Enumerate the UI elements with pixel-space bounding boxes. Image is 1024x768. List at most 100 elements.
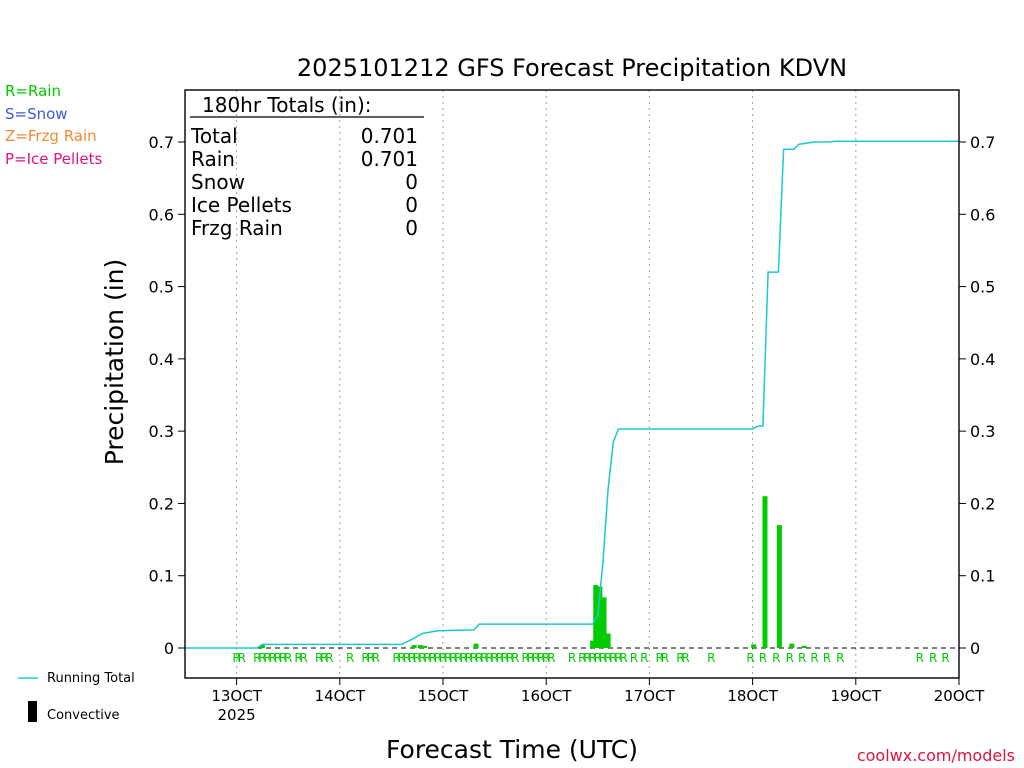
convective-legend-label: Convective	[47, 708, 120, 723]
rain-marker: R	[594, 651, 602, 665]
rain-marker: R	[619, 651, 627, 665]
legend-ice-pellets: P=Ice Pellets	[5, 150, 102, 168]
rain-marker: R	[506, 651, 514, 665]
rain-marker: R	[434, 651, 442, 665]
rain-marker: R	[537, 651, 545, 665]
rain-marker: R	[454, 651, 462, 665]
plot-frame	[184, 89, 960, 679]
precip-bar	[751, 644, 757, 648]
precip-bar	[259, 645, 265, 648]
rain-marker: R	[465, 651, 473, 665]
totals-label-frzg-rain: Frzg Rain	[191, 216, 283, 240]
y-tick-label-right: 0.4	[970, 350, 995, 369]
rain-marker: R	[423, 651, 431, 665]
rain-marker: R	[284, 651, 292, 665]
precip-bar	[597, 586, 603, 648]
rain-marker: R	[475, 651, 483, 665]
rain-marker: R	[325, 651, 333, 665]
x-tick-year: 2025	[218, 706, 256, 724]
rain-marker: R	[367, 651, 375, 665]
y-tick-label-left: 0.6	[149, 205, 174, 224]
rain-marker: R	[238, 651, 246, 665]
rain-marker: R	[542, 651, 550, 665]
rain-marker: R	[746, 651, 754, 665]
rain-marker: R	[485, 651, 493, 665]
y-tick-label-left: 0.5	[149, 278, 174, 297]
y-tick-label-right: 0.3	[970, 422, 995, 441]
rain-marker: R	[300, 651, 308, 665]
rain-marker: R	[258, 651, 266, 665]
y-tick-label-right: 0.7	[970, 133, 995, 152]
totals-value-total: 0.701	[361, 124, 418, 148]
rain-marker: R	[496, 651, 504, 665]
rain-marker: R	[279, 651, 287, 665]
totals-label-snow: Snow	[191, 170, 245, 194]
rain-marker: R	[578, 651, 586, 665]
watermark: coolwx.com/models	[857, 746, 1015, 765]
totals-label-total: Total	[190, 124, 238, 148]
precip-bars	[259, 496, 807, 648]
rain-marker: R	[392, 651, 400, 665]
y-tick-label-left: 0.3	[149, 422, 174, 441]
rain-marker: R	[929, 651, 937, 665]
rain-marker: R	[444, 651, 452, 665]
precip-bar	[605, 633, 611, 648]
x-tick-label: 19OCT	[831, 687, 882, 705]
y-tick-label-left: 0.4	[149, 350, 174, 369]
totals-box: 180hr Totals (in): Total 0.701 Rain 0.70…	[190, 93, 424, 240]
rain-marker: R	[836, 651, 844, 665]
x-tick-label: 18OCT	[727, 687, 778, 705]
rain-marker: R	[772, 651, 780, 665]
x-tick-label: 17OCT	[624, 687, 675, 705]
rain-marker: R	[403, 651, 411, 665]
y-axis-label: Precipitation (in)	[100, 259, 129, 466]
rain-marker: R	[810, 651, 818, 665]
legend-rain: R=Rain	[5, 82, 61, 100]
x-tick-label: 13OCT	[211, 687, 262, 705]
rain-marker: R	[372, 651, 380, 665]
y-tick-label-right: 0	[970, 639, 980, 658]
rain-marker: R	[361, 651, 369, 665]
rain-marker: R	[916, 651, 924, 665]
totals-value-snow: 0	[405, 170, 418, 194]
rain-marker: R	[681, 651, 689, 665]
convective-legend-swatch	[28, 701, 37, 722]
rain-marker: R	[346, 651, 354, 665]
precip-bar	[590, 640, 596, 648]
rain-marker: R	[294, 651, 302, 665]
rain-marker: R	[609, 651, 617, 665]
rain-marker: R	[568, 651, 576, 665]
chart-title: 2025101212 GFS Forecast Precipitation KD…	[297, 54, 847, 82]
y-tick-label-left: 0.7	[149, 133, 174, 152]
x-tick-label: 20OCT	[934, 687, 985, 705]
rain-marker: R	[547, 651, 555, 665]
rain-marker: R	[429, 651, 437, 665]
totals-value-frzg-rain: 0	[405, 216, 418, 240]
totals-label-ice-pellets: Ice Pellets	[191, 193, 292, 217]
rain-marker: R	[449, 651, 457, 665]
rain-marker: R	[707, 651, 715, 665]
precip-bar	[593, 585, 599, 648]
y-ticks: 0 00.1 0.10.2 0.20.3 0.30.4 0.40.5 0.50.6 0.60.…	[149, 133, 996, 658]
running-total-line	[185, 140, 959, 649]
precip-bar	[473, 643, 479, 648]
precip-bar	[411, 645, 417, 648]
totals-label-rain: Rain	[191, 147, 235, 171]
running-total-line-group	[185, 140, 959, 649]
precip-bar	[762, 496, 768, 648]
rain-marker: R	[604, 651, 612, 665]
rain-marker: R	[786, 651, 794, 665]
rain-marker: R	[315, 651, 323, 665]
rain-marker: R	[630, 651, 638, 665]
rain-marker: R	[263, 651, 271, 665]
y-tick-label-left: 0.2	[149, 494, 174, 513]
legend-frzg-rain: Z=Frzg Rain	[5, 127, 97, 145]
rain-marker: R	[823, 651, 831, 665]
rain-marker: R	[640, 651, 648, 665]
rain-marker: R	[511, 651, 519, 665]
rain-marker: R	[941, 651, 949, 665]
x-axis-label: Forecast Time (UTC)	[386, 735, 638, 764]
rain-marker: R	[759, 651, 767, 665]
